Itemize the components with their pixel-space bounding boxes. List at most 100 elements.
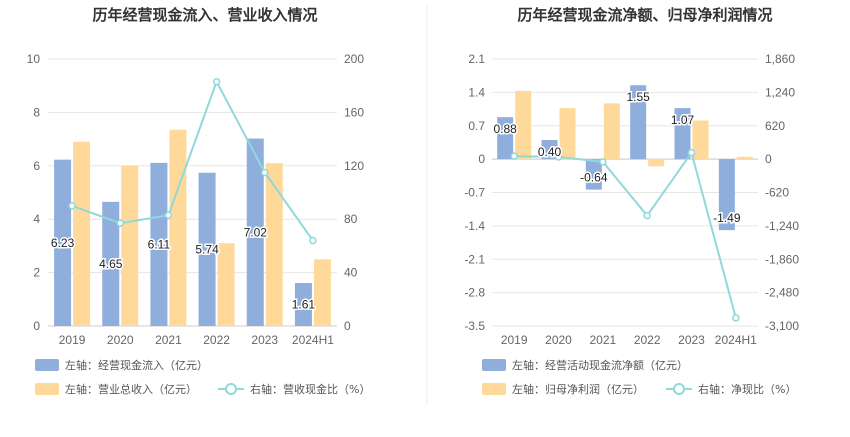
- left-axis-tick-label: 6: [33, 159, 40, 173]
- data-label: 0.88: [493, 122, 517, 136]
- chart-title: 历年经营现金流净额、归母净利润情况: [517, 6, 772, 24]
- bar-right-series: [515, 90, 532, 160]
- legend-label: 右轴：营收现金比（%）: [250, 382, 370, 396]
- bar-left-series: [674, 108, 691, 160]
- x-axis-tick-label: 2023: [678, 333, 705, 347]
- left-axis-tick-label: -1.4: [464, 219, 485, 233]
- bar-right-series: [265, 163, 283, 326]
- bar-left-series: [294, 283, 312, 326]
- chart-cash-inflow-revenue: 历年经营现金流入、营业收入情况 0 0 2 40 4 80 6 120 8 160 10 200 201…: [27, 6, 371, 396]
- legend-label: 右轴：净现比（%）: [698, 382, 796, 396]
- left-axis-tick-label: -0.7: [464, 186, 485, 200]
- right-axis-tick-label: 80: [344, 212, 358, 226]
- left-axis-tick-label: 2.1: [468, 52, 485, 66]
- right-axis-tick-label: 1,860: [765, 52, 795, 66]
- chart-title: 历年经营现金流入、营业收入情况: [92, 6, 317, 24]
- data-label: 6.11: [148, 237, 171, 251]
- left-axis-tick-label: 0: [478, 152, 485, 166]
- right-axis-tick-label: -620: [765, 186, 789, 200]
- legend-label: 左轴：经营活动现金流净额（亿元）: [512, 358, 688, 372]
- legend-swatch-bar-left: [35, 359, 59, 371]
- left-axis-tick-label: 2: [33, 266, 40, 280]
- axis-ticks: 0 0 2 40 4 80 6 120 8 160 10 200 2019 2020 2021 2022 202…: [27, 52, 365, 347]
- line-point: [687, 148, 696, 157]
- data-labels: 0.88 0.40 -0.64 1.55 1.07 -1.49: [492, 89, 742, 227]
- data-label: -0.64: [580, 171, 608, 185]
- x-axis-tick-label: 2019: [59, 333, 86, 347]
- line-point: [643, 211, 651, 220]
- bar-left-series: [102, 201, 120, 326]
- legend: 左轴：经营活动现金流净额（亿元） 左轴：归母净利润（亿元） 右轴：净现比（%）: [482, 358, 796, 396]
- legend-label: 左轴：经营现金流入（亿元）: [65, 358, 208, 372]
- bar-right-series: [692, 120, 709, 160]
- bar-left-series: [718, 159, 735, 231]
- data-label: 6.23: [51, 236, 75, 250]
- line-point: [116, 219, 124, 227]
- legend-swatch-bar-left: [482, 359, 506, 371]
- bar-right-series: [217, 243, 235, 326]
- legend-swatch-bar-right: [482, 383, 506, 395]
- legend-swatch-line-marker: [673, 383, 685, 395]
- bar-series: [54, 129, 331, 326]
- bar-right-series: [559, 108, 576, 160]
- right-axis-tick-label: 1,240: [765, 85, 795, 99]
- bar-left-series: [585, 159, 602, 190]
- bar-left-series: [497, 117, 514, 160]
- bar-right-series: [736, 156, 753, 160]
- left-axis-tick-label: 0.7: [468, 119, 485, 133]
- bar-left-series: [198, 172, 216, 326]
- bar-right-series: [121, 165, 139, 326]
- legend-swatch-bar-right: [35, 383, 59, 395]
- x-axis-tick-label: 2024H1: [292, 333, 334, 347]
- line-point: [554, 153, 563, 161]
- data-label: 5.74: [195, 242, 219, 256]
- right-axis-tick-label: -1,240: [765, 219, 799, 233]
- legend-label: 左轴：营业总收入（亿元）: [65, 382, 197, 396]
- x-axis-tick-label: 2021: [589, 333, 616, 347]
- chart-cash-net-profit: 历年经营现金流净额、归母净利润情况 -3.5 -3,100 -2.8 -2,480 -2…: [464, 6, 799, 396]
- bar-left-series: [630, 85, 647, 160]
- data-label: -1.49: [713, 211, 741, 225]
- left-axis-tick-label: -2.1: [464, 252, 485, 266]
- bar-right-series: [313, 259, 331, 326]
- line-point: [732, 314, 740, 322]
- line-series-path: [514, 150, 737, 319]
- line-series: [510, 148, 740, 322]
- bar-series: [497, 85, 753, 231]
- axis-ticks: -3.5 -3,100 -2.8 -2,480 -2.1 -1,860 -1.4 -1,240…: [464, 52, 799, 347]
- x-axis-tick-label: 2022: [203, 333, 230, 347]
- line-point: [510, 152, 518, 160]
- bar-right-series: [603, 103, 620, 160]
- right-axis-tick-label: 0: [344, 319, 351, 333]
- line-series: [68, 77, 317, 245]
- line-point: [164, 211, 173, 219]
- data-label: 7.02: [244, 225, 268, 239]
- line-series-path: [71, 79, 314, 242]
- left-axis-tick-label: -3.5: [464, 319, 485, 333]
- left-axis-tick-label: 8: [33, 105, 40, 119]
- bar-right-series: [648, 159, 665, 167]
- legend-swatch-line-marker: [225, 383, 237, 395]
- x-axis-tick-label: 2020: [107, 333, 134, 347]
- data-label: 0.40: [538, 145, 562, 159]
- line-point: [261, 168, 269, 177]
- left-axis-tick-label: -2.8: [464, 286, 485, 300]
- gridlines: [48, 58, 337, 327]
- left-axis-tick-label: 10: [27, 52, 41, 66]
- data-labels: 6.23 4.65 6.11 5.74 7.02 1.61: [49, 224, 317, 313]
- gridlines: [492, 58, 758, 327]
- line-point: [68, 202, 76, 210]
- right-axis-tick-label: 620: [765, 119, 785, 133]
- x-axis-tick-label: 2020: [545, 333, 572, 347]
- right-axis-tick-label: -1,860: [765, 252, 799, 266]
- data-label: 1.61: [292, 298, 316, 312]
- bar-left-series: [541, 140, 558, 160]
- x-axis-tick-label: 2021: [155, 333, 182, 347]
- right-axis-tick-label: 160: [344, 105, 364, 119]
- data-label: 1.07: [671, 113, 695, 127]
- right-axis-tick-label: 40: [344, 266, 358, 280]
- right-axis-tick-label: 120: [344, 159, 364, 173]
- x-axis-tick-label: 2022: [634, 333, 661, 347]
- line-point: [212, 77, 221, 86]
